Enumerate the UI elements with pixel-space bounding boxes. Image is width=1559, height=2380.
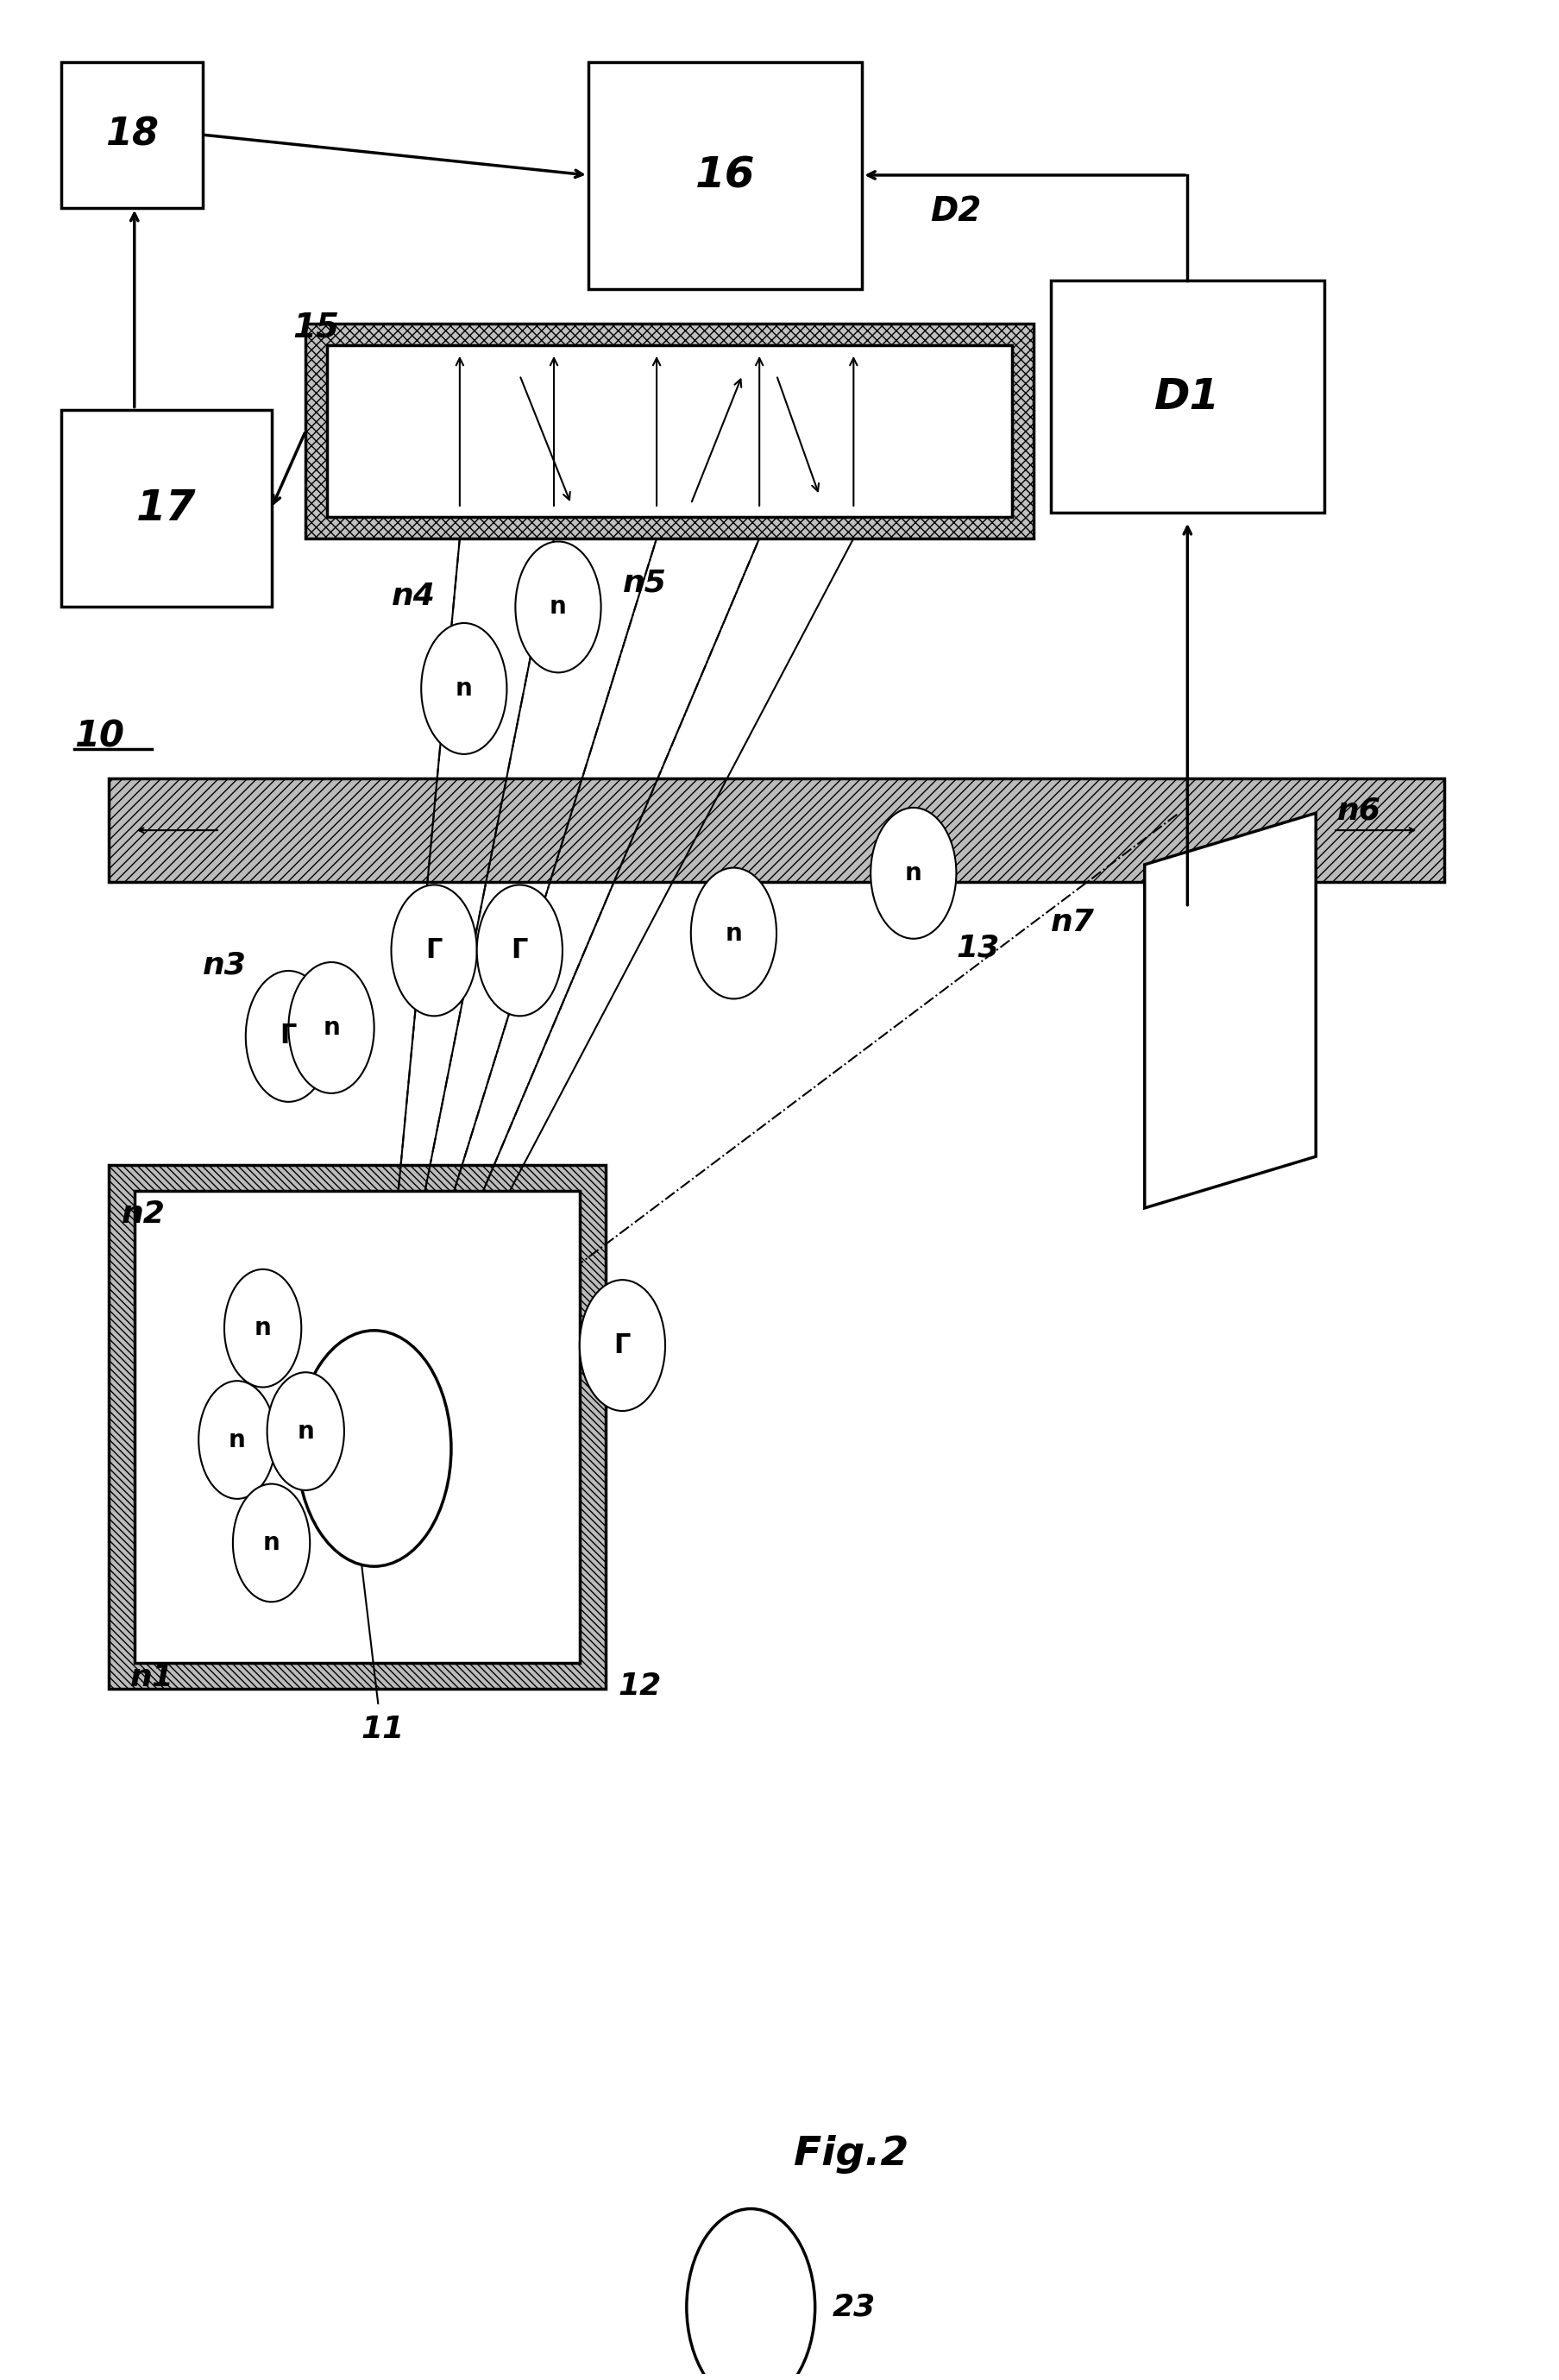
Circle shape — [298, 1330, 451, 1566]
Bar — [588, 62, 862, 290]
Circle shape — [288, 962, 374, 1092]
Circle shape — [686, 2209, 815, 2380]
Bar — [109, 1166, 605, 1690]
Circle shape — [516, 543, 602, 674]
Text: Γ: Γ — [511, 938, 529, 964]
Circle shape — [267, 1373, 345, 1490]
Text: n: n — [550, 595, 567, 619]
Circle shape — [224, 1269, 301, 1388]
Text: n1: n1 — [129, 1664, 175, 1692]
Circle shape — [580, 1280, 666, 1411]
Text: 23: 23 — [833, 2292, 876, 2323]
Circle shape — [391, 885, 477, 1016]
Polygon shape — [1144, 814, 1316, 1209]
Text: n5: n5 — [622, 569, 666, 597]
Text: 16: 16 — [695, 155, 755, 195]
Text: 15: 15 — [293, 312, 340, 343]
Text: 17: 17 — [137, 488, 196, 528]
Text: 12: 12 — [617, 1671, 661, 1702]
Circle shape — [691, 869, 776, 1000]
Circle shape — [198, 1380, 276, 1499]
Bar — [134, 1190, 580, 1664]
Bar — [62, 409, 271, 607]
Circle shape — [870, 807, 956, 938]
Bar — [327, 345, 1012, 516]
Text: n6: n6 — [1338, 795, 1381, 826]
Text: 18: 18 — [106, 117, 159, 152]
Circle shape — [421, 624, 507, 754]
Text: n: n — [725, 921, 742, 945]
Text: n: n — [298, 1418, 315, 1442]
Text: 11: 11 — [362, 1714, 405, 1745]
Text: n: n — [229, 1428, 246, 1452]
Bar — [1051, 281, 1325, 512]
Text: 13: 13 — [956, 933, 999, 962]
Bar — [62, 62, 203, 207]
Text: D1: D1 — [1155, 376, 1221, 416]
Text: Γ: Γ — [614, 1333, 631, 1359]
Text: n7: n7 — [1051, 907, 1094, 938]
Text: n3: n3 — [203, 950, 246, 981]
Bar — [306, 324, 1034, 538]
Circle shape — [477, 885, 563, 1016]
Circle shape — [246, 971, 332, 1102]
Text: n: n — [254, 1316, 271, 1340]
Text: n: n — [323, 1016, 340, 1040]
Text: n2: n2 — [122, 1200, 165, 1228]
Text: n4: n4 — [391, 581, 435, 612]
Text: 10: 10 — [75, 719, 125, 754]
Bar — [109, 778, 1444, 881]
Text: D2: D2 — [931, 195, 982, 228]
Text: n: n — [455, 676, 472, 700]
Text: Γ: Γ — [426, 938, 443, 964]
Circle shape — [232, 1483, 310, 1602]
Text: n: n — [263, 1530, 281, 1554]
Text: Γ: Γ — [281, 1023, 296, 1050]
Text: n: n — [904, 862, 921, 885]
Text: Fig.2: Fig.2 — [794, 2135, 909, 2175]
